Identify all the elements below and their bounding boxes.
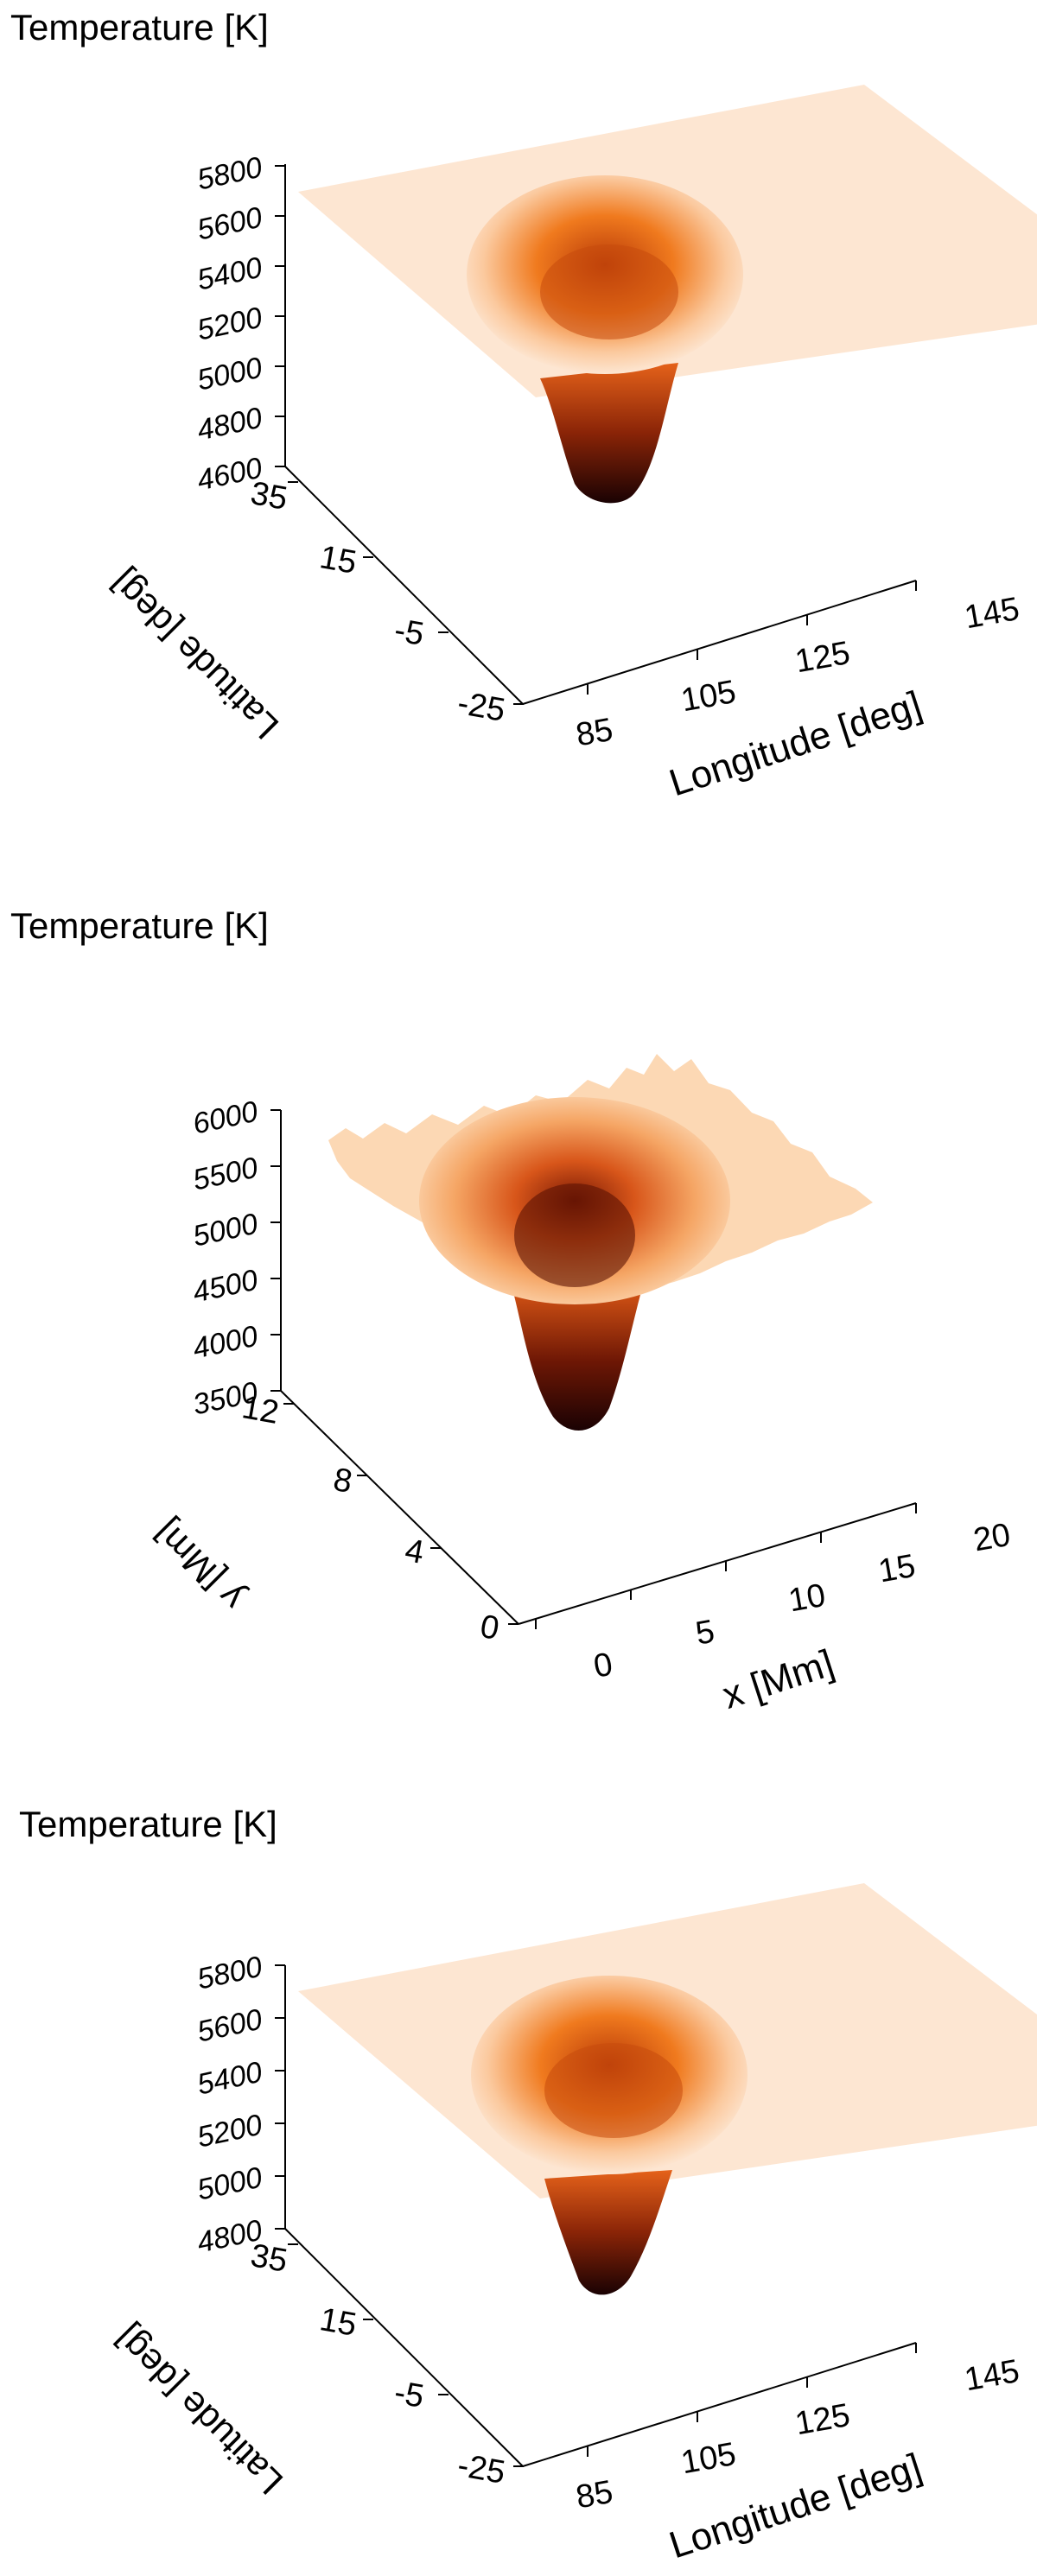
x-tick-label: 85: [573, 712, 615, 754]
chart-panel-1: Temperature [K]: [0, 0, 1037, 855]
chart-title: Temperature [K]: [19, 1804, 277, 1844]
surface-pit-core: [544, 2043, 683, 2138]
y-tick-labels: 12 8 4 0: [239, 1389, 502, 1647]
x-axis-line: [522, 2342, 917, 2467]
chart-title: Temperature [K]: [10, 7, 269, 48]
chart-panel-2: Temperature [K]: [0, 898, 1037, 1719]
surface-plot-2: 6000 5500 5000 4500 4000 3500 12 8 4 0 y…: [146, 1054, 1014, 1717]
y-tick-label: -5: [391, 612, 427, 653]
y-tick-label: 35: [248, 475, 290, 517]
x-tick-label: 145: [962, 2353, 1022, 2398]
y-tick-label: 12: [239, 1389, 282, 1431]
y-axis-label: Latitude [deg]: [102, 563, 286, 747]
z-tick-label: 4500: [190, 1264, 261, 1310]
y-tick-label: 4: [403, 1532, 427, 1571]
x-tick-label: 20: [970, 1517, 1013, 1559]
x-tick-label: 125: [792, 2397, 853, 2442]
z-tick-label: 5500: [190, 1152, 261, 1197]
x-axis-label: x [Mm]: [717, 1642, 839, 1717]
z-tick-label: 6000: [190, 1095, 261, 1141]
y-tick-label: 15: [317, 2301, 359, 2344]
z-tick-label: 5000: [194, 352, 265, 397]
y-tick-label: 15: [317, 539, 359, 581]
axes: [275, 1964, 917, 2467]
x-tick-label: 105: [678, 2436, 739, 2481]
z-tick-label: 5000: [190, 1208, 261, 1253]
y-tick-label: -5: [391, 2375, 427, 2415]
x-axis-line: [518, 1502, 917, 1625]
y-tick-label: 0: [478, 1608, 502, 1647]
x-axis-line: [522, 580, 917, 705]
y-axis-label: Latitude [deg]: [106, 2319, 290, 2503]
surface-cone: [544, 2170, 672, 2295]
surface: [298, 1883, 1037, 2295]
y-tick-label: 35: [248, 2237, 290, 2280]
y-axis-line: [284, 466, 524, 705]
axes: [275, 164, 917, 705]
y-tick-label: -25: [455, 2447, 507, 2491]
chart-title: Temperature [K]: [10, 905, 269, 946]
surface-pit-core: [514, 1183, 635, 1287]
z-tick-label: 5200: [194, 301, 265, 347]
z-tick-label: 5200: [194, 2109, 265, 2154]
y-axis-label: y [Mm]: [146, 1513, 251, 1618]
surface: [328, 1054, 873, 1431]
z-tick-label: 5400: [194, 2056, 265, 2102]
x-tick-label: 10: [786, 1577, 828, 1620]
x-tick-label: 85: [573, 2474, 615, 2516]
surface-cone: [540, 363, 678, 504]
x-tick-label: 15: [875, 1548, 918, 1590]
axes: [270, 1109, 917, 1629]
surface-pit-core: [540, 244, 678, 339]
x-tick-label: 125: [792, 635, 853, 680]
y-tick-label: 8: [331, 1462, 355, 1501]
x-tick-label: 105: [678, 674, 739, 719]
y-axis-line: [284, 2228, 524, 2467]
y-tick-label: -25: [455, 685, 507, 729]
z-tick-labels: 5800 5600 5400 5200 5000 4800: [194, 1951, 265, 2260]
y-axis-line: [280, 1390, 519, 1625]
z-tick-label: 5600: [194, 201, 265, 247]
surface-plot-3: 5800 5600 5400 5200 5000 4800 35 15 -5 -…: [106, 1883, 1037, 2566]
y-tick-labels: 35 15 -5 -25: [248, 475, 508, 729]
z-tick-label: 4800: [194, 402, 265, 447]
z-tick-label: 5600: [194, 2003, 265, 2049]
z-tick-label: 4000: [190, 1320, 261, 1366]
y-tick-labels: 35 15 -5 -25: [248, 2237, 508, 2491]
x-tick-label: 0: [591, 1646, 615, 1685]
x-tick-labels: 0 5 10 15 20: [591, 1517, 1014, 1685]
surface: [298, 85, 1037, 504]
x-tick-label: 145: [962, 591, 1022, 636]
z-tick-label: 5800: [194, 1951, 265, 1996]
z-tick-labels: 6000 5500 5000 4500 4000 3500: [190, 1095, 261, 1422]
z-tick-label: 5800: [194, 151, 265, 197]
z-tick-label: 5400: [194, 251, 265, 297]
x-tick-label: 5: [693, 1614, 717, 1653]
z-tick-label: 5000: [194, 2161, 265, 2207]
z-tick-labels: 5800 5600 5400 5200 5000 4800 4600: [194, 151, 265, 498]
surface-plot-1: 5800 5600 5400 5200 5000 4800 4600 35 15…: [102, 85, 1037, 804]
chart-panel-3: Temperature [K]: [0, 1797, 1037, 2576]
surface-cone: [514, 1291, 641, 1431]
